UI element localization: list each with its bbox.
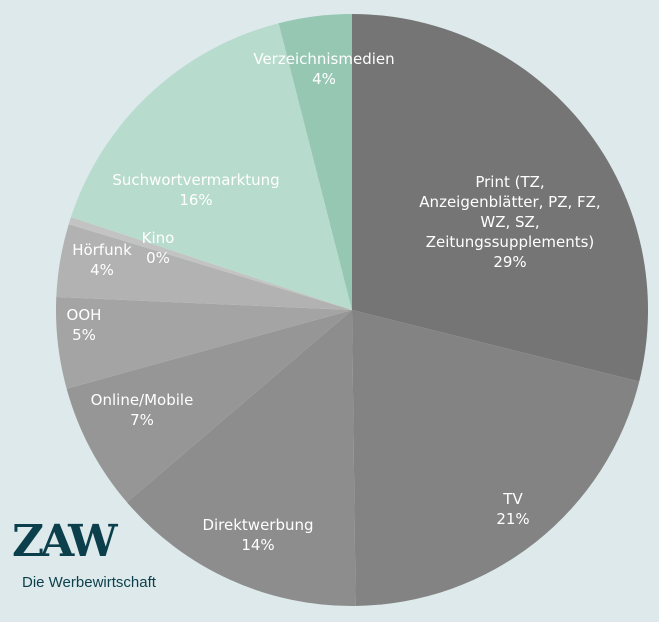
pie-slice: [352, 14, 649, 382]
slice-value-label: 5%: [72, 326, 96, 344]
pie-slice: [66, 310, 353, 503]
slice-value-label: 14%: [241, 536, 274, 554]
slice-label: TV: [502, 490, 523, 508]
slice-label: Direktwerbung: [202, 516, 313, 534]
slice-label: Zeitungssupplements): [426, 233, 595, 251]
slice-label: Print (TZ,: [475, 173, 544, 191]
slice-value-label: 29%: [493, 253, 526, 271]
pie-slice: [278, 14, 352, 310]
slice-value-label: 0%: [146, 249, 170, 267]
pie-slice: [352, 310, 640, 606]
pie-slice: [126, 310, 356, 607]
pie-slice: [70, 23, 352, 310]
pie-slice: [68, 217, 353, 310]
slice-value-label: 7%: [130, 411, 154, 429]
slice-label: Online/Mobile: [91, 391, 194, 409]
logo-mark: ZAW: [12, 516, 118, 567]
pie-slice: [56, 224, 352, 310]
slice-label: Anzeigenblätter, PZ, FZ,: [419, 193, 600, 211]
zaw-logo: ZAW Die Werbewirtschaft: [12, 520, 212, 600]
slice-value-label: 4%: [312, 70, 336, 88]
logo-subtitle: Die Werbewirtschaft: [22, 574, 156, 591]
slice-label: Verzeichnismedien: [253, 50, 394, 68]
slice-label: Hörfunk: [72, 241, 132, 259]
slice-value-label: 16%: [179, 191, 212, 209]
slice-label: OOH: [67, 306, 102, 324]
slice-value-label: 21%: [496, 510, 529, 528]
slice-label: WZ, SZ,: [480, 213, 539, 231]
slice-value-label: 4%: [90, 261, 114, 279]
pie-slice: [55, 297, 352, 389]
slice-label: Suchwortvermarktung: [112, 171, 279, 189]
slice-label: Kino: [142, 229, 175, 247]
